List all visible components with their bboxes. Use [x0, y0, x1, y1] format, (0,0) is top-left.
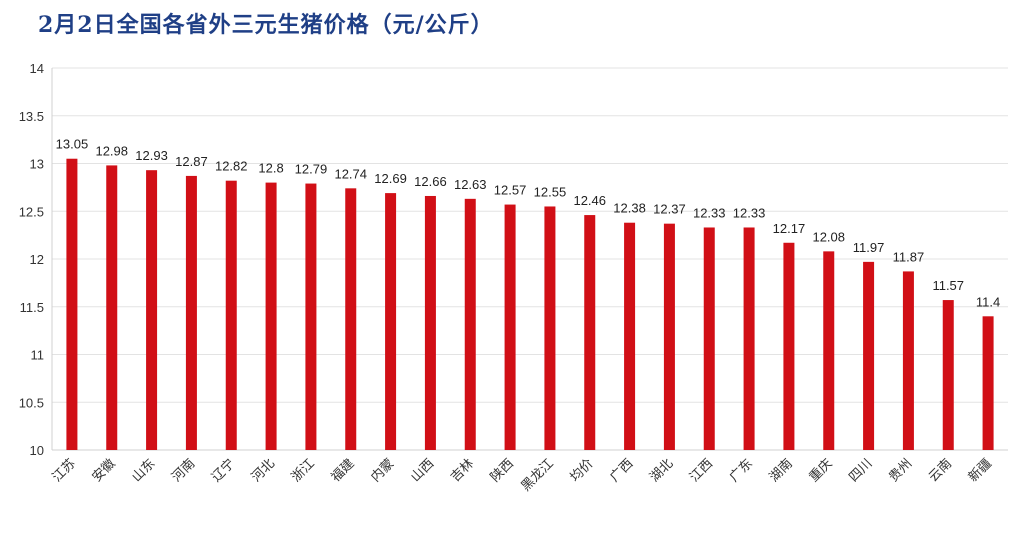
x-tick-label: 江苏 — [49, 456, 79, 486]
bar — [265, 182, 277, 450]
y-tick-label: 10 — [30, 443, 44, 458]
x-tick-label: 湖北 — [647, 456, 676, 485]
data-label: 12.74 — [334, 166, 367, 181]
data-label: 11.97 — [853, 240, 885, 255]
data-label: 12.79 — [295, 162, 328, 177]
x-tick-label: 广西 — [607, 456, 636, 485]
data-label: 12.46 — [573, 193, 606, 208]
x-tick-label: 河北 — [249, 456, 278, 485]
x-tick-label: 黑龙江 — [519, 456, 557, 494]
y-tick-label: 11.5 — [20, 300, 44, 315]
x-tick-label: 内蒙 — [368, 456, 398, 486]
x-tick-label: 辽宁 — [208, 456, 238, 486]
bar — [863, 261, 875, 450]
bar — [902, 271, 914, 450]
data-label: 12.69 — [374, 171, 407, 186]
bar — [544, 206, 556, 450]
data-label: 12.33 — [733, 205, 766, 220]
bar — [942, 300, 954, 450]
x-tick-label: 福建 — [329, 456, 358, 485]
x-tick-label: 均价 — [568, 456, 597, 485]
x-tick-label: 云南 — [925, 456, 955, 486]
gridlines — [51, 67, 1008, 451]
data-label: 12.8 — [258, 161, 283, 176]
bar — [225, 180, 237, 450]
data-label: 12.66 — [414, 174, 447, 189]
bar — [385, 193, 397, 451]
x-tick-label: 浙江 — [289, 456, 318, 485]
x-tick-label: 河南 — [169, 456, 199, 486]
x-tick-label: 新疆 — [965, 456, 995, 486]
y-tick-label: 12.5 — [19, 204, 44, 219]
chart-title: 2月2日全国各省外三元生猪价格（元/公斤） — [38, 12, 494, 38]
y-tick-label: 11 — [31, 348, 45, 363]
bar — [464, 198, 476, 450]
x-tick-label: 山东 — [129, 456, 158, 485]
data-label: 11.87 — [893, 249, 925, 264]
bar — [823, 251, 835, 450]
bar — [743, 227, 755, 450]
x-tick-label: 湖南 — [766, 456, 796, 486]
y-axis-ticks: 10 10.5 11 11.5 12 12.5 13 13.5 14 — [19, 61, 44, 458]
y-tick-label: 13.5 — [19, 109, 44, 124]
data-label: 12.08 — [812, 229, 845, 244]
data-label: 12.82 — [215, 159, 248, 174]
bar — [185, 175, 197, 451]
x-tick-label: 广东 — [727, 456, 756, 485]
y-tick-label: 13 — [30, 157, 44, 172]
y-tick-label: 14 — [30, 61, 44, 76]
data-label: 12.33 — [693, 205, 726, 220]
bar — [504, 204, 516, 450]
data-label: 12.38 — [613, 201, 646, 216]
x-tick-label: 江西 — [687, 456, 716, 485]
y-tick-label: 10.5 — [19, 395, 44, 410]
bar — [584, 215, 596, 450]
data-label: 12.57 — [494, 183, 527, 198]
bar — [624, 222, 636, 450]
data-label: 11.57 — [932, 278, 964, 293]
x-tick-label: 贵州 — [886, 456, 915, 485]
data-label: 12.37 — [653, 202, 686, 217]
bar — [424, 195, 436, 450]
data-label: 12.63 — [454, 177, 487, 192]
bar — [106, 165, 118, 450]
bar — [703, 227, 715, 450]
x-tick-label: 四川 — [846, 456, 875, 485]
x-tick-label: 吉林 — [448, 456, 477, 485]
data-label: 12.98 — [95, 143, 128, 158]
bar — [663, 223, 675, 450]
bar — [305, 183, 317, 450]
bar — [345, 188, 357, 450]
bar — [146, 170, 158, 450]
x-tick-label: 安徽 — [90, 456, 119, 485]
data-label: 12.87 — [175, 154, 208, 169]
bar — [783, 242, 795, 450]
x-axis-ticks: 江苏 安徽 山东 河南 辽宁 河北 浙江 福建 内蒙 山西 吉林 陕西 黑龙江 均价 广西 湖北 江西 广东 湖南重… — [49, 456, 995, 495]
bar — [66, 158, 78, 450]
data-label: 11.4 — [976, 294, 1000, 309]
data-label: 12.55 — [534, 184, 567, 199]
bars — [66, 158, 994, 451]
bar — [982, 316, 994, 450]
data-label: 12.93 — [135, 148, 168, 163]
data-labels: 13.05 12.98 12.93 12.87 12.82 12.8 12.79 12.74 1… — [56, 137, 1001, 310]
x-tick-label: 重庆 — [806, 456, 836, 486]
x-tick-label: 山西 — [408, 456, 437, 485]
data-label: 12.17 — [773, 221, 806, 236]
x-tick-label: 陕西 — [488, 456, 517, 485]
y-tick-label: 12 — [30, 252, 44, 267]
data-label: 13.05 — [56, 137, 89, 152]
